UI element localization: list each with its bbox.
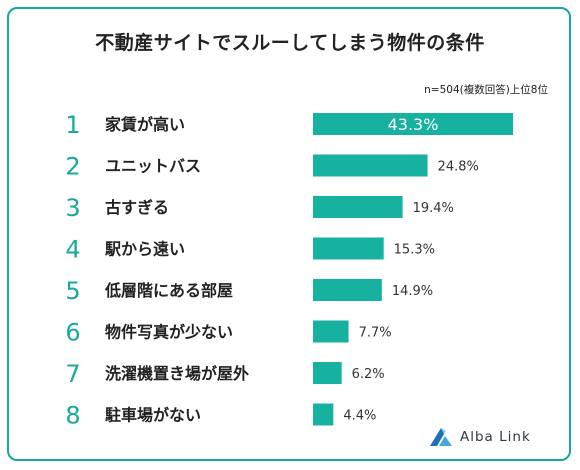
category-label: 洗濯機置き場が屋外 [105,364,249,383]
chart-title: 不動産サイトでスルーしてしまう物件の条件 [95,32,485,54]
bar [313,279,382,301]
bar [313,154,428,177]
rank-number: 4 [65,236,80,264]
category-label: 古すぎる [105,198,169,217]
value-label: 19.4% [413,201,454,216]
value-label: 43.3% [388,115,439,134]
rank-number: 8 [65,402,80,430]
rank-number: 2 [65,153,80,181]
category-label: 低層階にある部屋 [104,281,233,300]
value-label: 6.2% [352,367,385,382]
value-label: 4.4% [343,409,376,424]
category-label: 物件写真が少ない [105,323,233,342]
value-label: 7.7% [359,326,392,341]
value-label: 14.9% [392,284,433,299]
bar [313,320,349,343]
bar [313,237,384,260]
bar [313,403,334,426]
sample-note: n=504(複数回答)上位8位 [424,84,548,96]
brand-logo: Alba Link [428,424,531,450]
bar [313,113,513,135]
logo-text: Alba Link [460,429,531,445]
value-label: 15.3% [394,243,435,258]
bar [313,362,342,384]
value-label: 24.8% [438,160,479,175]
rank-number: 3 [65,194,80,222]
chart-frame [7,7,571,461]
bar [313,196,403,218]
category-label: ユニットバス [105,157,201,176]
rank-number: 1 [65,111,80,139]
rank-number: 7 [65,360,80,388]
category-label: 駐車場がない [105,406,201,425]
alba-link-logo-icon [430,428,452,446]
rank-number: 6 [65,319,80,347]
category-label: 家賃が高い [105,115,185,134]
rank-number: 5 [65,277,80,305]
category-label: 駅から遠い [104,240,185,259]
